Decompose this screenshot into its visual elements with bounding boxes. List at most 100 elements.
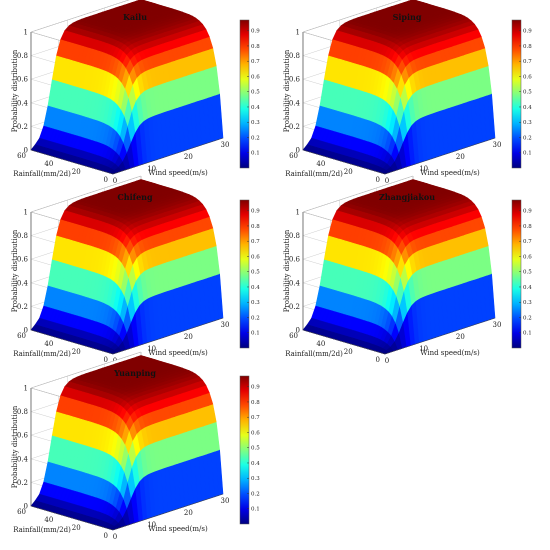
x-axis-line	[384, 137, 496, 175]
x-tick-label: 30	[221, 497, 230, 505]
x-tick-label: 30	[493, 141, 502, 149]
x-axis: 0 10 20 30 Wind speed(m/s)	[384, 137, 502, 185]
colorbar-tick-label: 0.8	[251, 400, 260, 406]
y-tick-label: 60	[289, 152, 298, 160]
x-tick-label: 20	[456, 333, 465, 341]
x-tick-label: 30	[221, 321, 230, 329]
colorbar-tick-label: 0.1	[523, 151, 532, 157]
z-tick-label: 0	[24, 503, 28, 511]
colorbar-tick-label: 0.2	[523, 135, 532, 141]
z-tick-label: 0.8	[289, 52, 300, 60]
colorbar-tick-label: 0.6	[251, 254, 260, 260]
colorbar-tick-label: 0.6	[251, 430, 260, 436]
colorbar-tick-label: 0.5	[251, 270, 260, 276]
z-axis: 0 0.2 0.4 0.6 0.8 1 Probability distribution	[11, 29, 32, 155]
colorbar-tick-label: 0.9	[523, 29, 532, 35]
surface	[30, 355, 224, 531]
y-axis: 0 20 40 60 Rainfall(mm/2d)	[13, 505, 114, 540]
colorbar-tick-label: 0.4	[251, 285, 260, 291]
colorbar-tick-label: 0.7	[523, 59, 532, 65]
z-tick-label: 1	[296, 29, 300, 37]
y-axis-line	[30, 329, 114, 355]
y-axis-line	[30, 149, 114, 175]
chart-title: Kailu	[123, 12, 147, 22]
chart-panel-zhangjiakou: 0 0.2 0.4 0.6 0.8 1 Probability distribution 0 1…	[272, 175, 542, 370]
x-tick-label: 10	[147, 521, 156, 529]
x-tick-label: 0	[113, 177, 117, 185]
y-tick-label: 40	[316, 160, 325, 168]
y-tick-label: 20	[72, 348, 81, 356]
y-tick-label: 60	[17, 152, 26, 160]
chart-svg: 0 0.2 0.4 0.6 0.8 1 Probability distribution 0 1…	[283, 0, 532, 185]
chart-panel-yuanping: 0 0.2 0.4 0.6 0.8 1 Probability distribution 0 1…	[0, 351, 270, 546]
z-axis: 0 0.2 0.4 0.6 0.8 1 Probability distribution	[283, 29, 304, 155]
z-tick-label: 0.2	[289, 303, 300, 311]
colorbar-gradient	[511, 19, 522, 169]
colorbar-tick-label: 0.6	[251, 74, 260, 80]
z-tick-label: 0.6	[17, 432, 29, 440]
colorbar: 0.1 0.2 0.3 0.4 0.5 0.6 0.7 0.8 0.9	[511, 19, 532, 169]
colorbar-tick-label: 0.8	[523, 44, 532, 50]
x-axis: 0 10 20 30 Wind speed(m/s)	[113, 493, 230, 541]
z-tick-label: 0.8	[17, 52, 28, 60]
x-tick-label: 0	[385, 177, 389, 185]
z-tick-label: 0.2	[17, 303, 28, 311]
colorbar-tick-label: 0.3	[523, 120, 532, 126]
colorbar-tick-label: 0.2	[251, 315, 260, 321]
colorbar-tick-label: 0.5	[523, 90, 532, 96]
colorbar-tick-label: 0.7	[251, 239, 260, 245]
x-tick-label: 30	[493, 321, 502, 329]
z-tick-label: 0.2	[17, 479, 28, 487]
x-tick-label: 10	[147, 165, 156, 173]
y-tick-label: 40	[316, 340, 325, 348]
colorbar-tick-label: 0.3	[251, 120, 260, 126]
x-axis: 0 10 20 30 Wind speed(m/s)	[113, 137, 229, 185]
z-tick-label: 0.8	[17, 408, 28, 416]
y-tick-label: 60	[17, 332, 26, 340]
colorbar-tick-label: 0.3	[251, 476, 260, 482]
colorbar-tick-label: 0.2	[251, 491, 260, 497]
colorbar-tick-label: 0.2	[251, 135, 260, 141]
chart-panel-chifeng: 0 0.2 0.4 0.6 0.8 1 Probability distribution 0 1…	[0, 175, 270, 370]
y-axis: 0 20 40 60 Rainfall(mm/2d)	[285, 329, 386, 364]
colorbar: 0.1 0.2 0.3 0.4 0.5 0.6 0.7 0.8 0.9	[239, 19, 260, 169]
colorbar: 0.1 0.2 0.3 0.4 0.5 0.6 0.7 0.8 0.9	[239, 375, 260, 525]
y-axis-label: Rainfall(mm/2d)	[13, 350, 71, 358]
x-axis: 0 10 20 30 Wind speed(m/s)	[385, 317, 502, 365]
chart-panel-kailu: 0 0.2 0.4 0.6 0.8 1 Probability distribution 0 1…	[0, 0, 270, 190]
colorbar-tick-label: 0.1	[251, 331, 260, 337]
y-tick-label: 60	[17, 508, 26, 516]
colorbar-gradient	[511, 199, 522, 349]
z-tick-label: 1	[24, 29, 28, 37]
z-tick-label: 0.6	[289, 256, 301, 264]
y-tick-label: 40	[44, 516, 53, 524]
z-axis: 0 0.2 0.4 0.6 0.8 1 Probability distribution	[11, 209, 32, 335]
colorbar-tick-label: 0.8	[251, 224, 260, 230]
z-tick-label: 0.4	[289, 99, 301, 107]
surface	[30, 0, 224, 175]
y-tick-label: 20	[72, 524, 81, 532]
z-tick-label: 0.4	[17, 455, 29, 463]
colorbar-tick-label: 0.3	[523, 300, 532, 306]
x-tick-label: 10	[419, 345, 428, 353]
chart-title: Zhangjiakou	[379, 192, 435, 202]
z-tick-label: 0	[296, 147, 300, 155]
colorbar-tick-label: 0.8	[523, 224, 532, 230]
y-axis: 0 20 40 60 Rainfall(mm/2d)	[285, 149, 386, 184]
z-tick-label: 0.4	[17, 279, 29, 287]
y-tick-label: 0	[104, 532, 108, 540]
x-tick-label: 20	[184, 153, 193, 161]
y-axis-label: Rainfall(mm/2d)	[13, 170, 71, 178]
z-tick-label: 0.6	[17, 76, 29, 84]
colorbar-gradient	[239, 375, 250, 525]
chart-title: Yuanping	[113, 368, 156, 378]
colorbar-tick-label: 0.9	[251, 209, 260, 215]
colorbar: 0.1 0.2 0.3 0.4 0.5 0.6 0.7 0.8 0.9	[239, 199, 260, 349]
z-axis: 0 0.2 0.4 0.6 0.8 1 Probability distribution	[283, 209, 304, 335]
y-tick-label: 40	[44, 160, 53, 168]
z-tick-label: 0.8	[289, 232, 300, 240]
colorbar-tick-label: 0.4	[523, 285, 532, 291]
y-axis: 0 20 40 60 Rainfall(mm/2d)	[13, 329, 114, 364]
colorbar-tick-label: 0.5	[251, 446, 260, 452]
y-tick-label: 20	[344, 168, 353, 176]
